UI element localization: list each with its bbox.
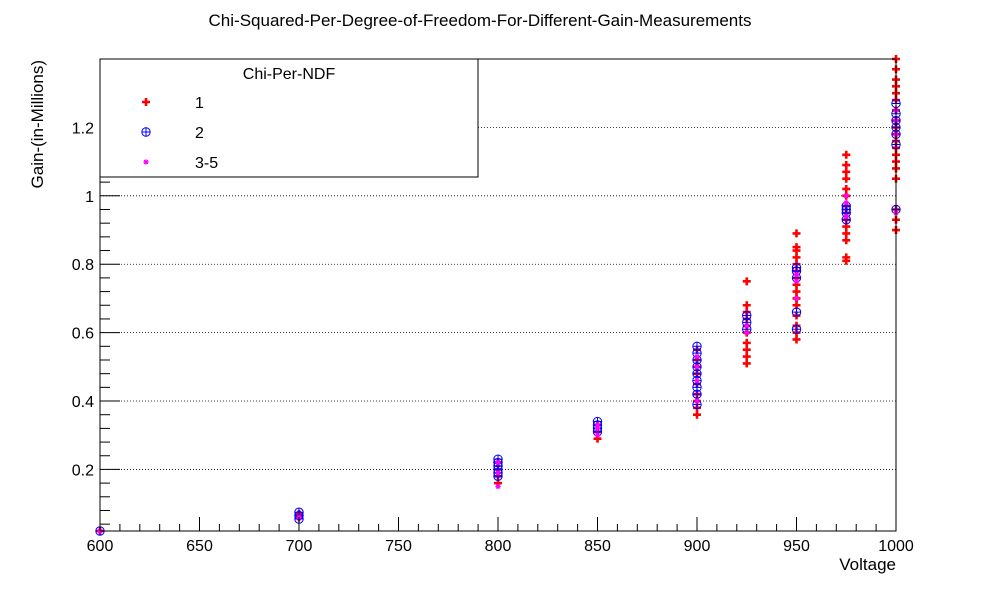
y-tick-label-3: 0.8 bbox=[72, 257, 94, 274]
legend-marker-2 bbox=[143, 159, 149, 165]
point-s0-56 bbox=[842, 161, 851, 170]
point-s2-6 bbox=[594, 425, 601, 431]
point-s0-27 bbox=[742, 301, 751, 310]
legend-label-2: 3-5 bbox=[195, 155, 218, 172]
legend-marker-0 bbox=[142, 98, 150, 106]
y-tick-label-1: 0.4 bbox=[72, 394, 94, 411]
x-tick-label-3: 750 bbox=[385, 538, 412, 555]
point-s2-4 bbox=[495, 459, 501, 466]
point-s0-10 bbox=[693, 410, 701, 419]
x-axis-label: Voltage bbox=[839, 555, 896, 574]
point-s2-11 bbox=[694, 353, 700, 360]
legend: Chi-Per-NDF 1 2 3-5 bbox=[99, 58, 479, 178]
point-s0-22 bbox=[742, 338, 751, 347]
point-s1-30 bbox=[791, 262, 802, 273]
point-s0-45 bbox=[842, 253, 851, 262]
legend-box bbox=[99, 58, 479, 178]
y-tick-label-0: 0.2 bbox=[72, 462, 94, 479]
point-s0-40 bbox=[792, 253, 801, 262]
point-s0-46 bbox=[842, 236, 851, 245]
point-s2-9 bbox=[694, 377, 700, 384]
point-s2-19 bbox=[843, 193, 849, 199]
y-tick-label-4: 1 bbox=[85, 189, 94, 206]
point-s0-29 bbox=[792, 335, 801, 344]
legend-entries: 1 2 3-5 bbox=[141, 95, 218, 172]
legend-marker-1 bbox=[141, 127, 151, 137]
point-s2-5 bbox=[594, 432, 601, 438]
point-s0-47 bbox=[842, 229, 851, 238]
chart-title: Chi-Squared-Per-Degree-of-Freedom-For-Di… bbox=[209, 11, 752, 30]
point-s0-57 bbox=[842, 150, 851, 159]
point-s0-28 bbox=[742, 277, 751, 286]
point-s0-35 bbox=[792, 287, 801, 296]
point-s2-8 bbox=[694, 398, 700, 404]
x-tick-label-2: 700 bbox=[286, 538, 313, 555]
point-s0-55 bbox=[842, 167, 851, 176]
point-s0-43 bbox=[792, 229, 801, 238]
point-s1-22 bbox=[692, 341, 702, 352]
point-s2-18 bbox=[843, 200, 849, 206]
x-tick-label-5: 850 bbox=[584, 538, 611, 555]
y-axis-label: Gain-(in-Millions) bbox=[28, 60, 47, 188]
point-s1-26 bbox=[791, 324, 802, 334]
axis-tick-labels: 600 650 700 750 800 850 900 950 1000 0.2 0.4 0.6 0.8… bbox=[72, 120, 914, 555]
point-s2-12 bbox=[744, 330, 750, 336]
point-s2-3 bbox=[495, 470, 501, 476]
x-tick-label-8: 1000 bbox=[878, 538, 914, 555]
point-s2-14 bbox=[793, 295, 800, 302]
point-s0-21 bbox=[742, 345, 751, 354]
point-s1-25 bbox=[742, 310, 752, 321]
y-tick-label-2: 0.6 bbox=[72, 326, 94, 343]
point-s2-10 bbox=[694, 364, 700, 370]
point-s2-2 bbox=[495, 483, 501, 490]
y-tick-label-5: 1.2 bbox=[72, 120, 94, 137]
point-s2-13 bbox=[744, 323, 750, 329]
legend-title: Chi-Per-NDF bbox=[243, 66, 336, 83]
x-tick-label-7: 950 bbox=[783, 538, 810, 555]
x-tick-label-4: 800 bbox=[485, 538, 512, 555]
grid bbox=[100, 127, 896, 470]
x-tick-label-1: 650 bbox=[186, 538, 213, 555]
point-s2-16 bbox=[793, 271, 800, 278]
point-s2-17 bbox=[843, 213, 849, 219]
point-s1-27 bbox=[791, 307, 802, 317]
legend-label-1: 2 bbox=[195, 125, 204, 142]
legend-label-0: 1 bbox=[195, 95, 204, 112]
point-s0-53 bbox=[842, 184, 851, 193]
point-s0-19 bbox=[742, 359, 751, 368]
point-s0-20 bbox=[742, 352, 751, 361]
x-tick-label-6: 900 bbox=[684, 538, 711, 555]
point-s2-7 bbox=[594, 422, 601, 428]
x-tick-label-0: 600 bbox=[87, 538, 114, 555]
point-s2-15 bbox=[793, 278, 800, 284]
point-s0-54 bbox=[842, 174, 851, 183]
point-s0-42 bbox=[792, 243, 801, 252]
